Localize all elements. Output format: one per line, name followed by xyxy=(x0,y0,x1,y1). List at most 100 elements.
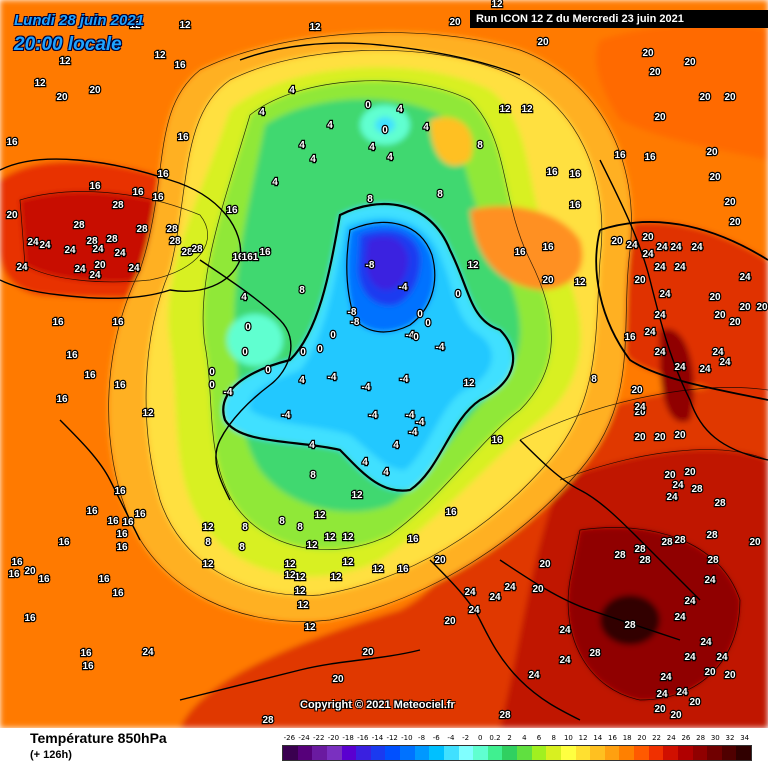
color-scale-swatch xyxy=(692,746,708,760)
temperature-value-label: -4 xyxy=(399,282,408,293)
temperature-value-label: 0 xyxy=(365,100,371,111)
temperature-value-label: 24 xyxy=(660,672,672,683)
temperature-value-label: -8 xyxy=(366,260,375,271)
run-info: Run ICON 12 Z du Mercredi 23 juin 2021 xyxy=(470,10,768,28)
color-scale-label: 22 xyxy=(652,734,661,742)
temperature-value-label: 20 xyxy=(537,37,549,48)
temperature-value-label: 20 xyxy=(739,302,751,313)
color-scale-swatch xyxy=(707,746,722,760)
color-scale-swatch xyxy=(283,746,298,760)
temperature-value-label: 20 xyxy=(684,57,696,68)
temperature-value-label: 16 xyxy=(114,380,126,391)
temperature-value-label: 24 xyxy=(27,237,39,248)
temperature-value-label: 28 xyxy=(691,484,703,495)
temperature-value-label: 24 xyxy=(626,240,638,251)
temperature-value-label: 16 xyxy=(134,509,146,520)
color-scale-label: 4 xyxy=(522,734,527,742)
color-scale-label: -12 xyxy=(386,734,398,742)
color-scale-swatch xyxy=(736,746,751,760)
color-scale-swatch xyxy=(429,746,444,760)
temperature-value-label: 20 xyxy=(749,537,761,548)
temperature-value-label: 20 xyxy=(664,470,676,481)
temperature-value-label: 16 xyxy=(66,350,78,361)
temperature-value-label: 16 xyxy=(52,317,64,328)
temperature-value-label: 28 xyxy=(112,200,124,211)
temperature-value-label: 20 xyxy=(94,260,106,271)
temperature-value-label: 0 xyxy=(382,125,388,136)
temperature-value-label: -8 xyxy=(351,317,360,328)
color-scale-label: -18 xyxy=(342,734,354,742)
temperature-value-label: 12 xyxy=(59,56,71,67)
color-scale-label: 34 xyxy=(740,734,750,742)
temperature-value-label: 16 xyxy=(624,332,636,343)
color-scale-label: -2 xyxy=(462,734,470,742)
color-scale-swatch xyxy=(634,746,649,760)
color-scale-label: -6 xyxy=(432,734,440,742)
color-scale-swatch xyxy=(414,746,430,760)
temperature-value-label: 16 xyxy=(174,60,186,71)
temperature-value-label: 24 xyxy=(674,612,686,623)
color-scale-swatch xyxy=(341,746,357,760)
temperature-value-label: -4 xyxy=(409,427,418,438)
temperature-value-label: 0 xyxy=(330,330,336,341)
temperature-value-label: 24 xyxy=(684,652,696,663)
temperature-value-label: 24 xyxy=(719,357,731,368)
temperature-value-label: 20 xyxy=(24,566,36,577)
temperature-value-label: 12 xyxy=(491,0,503,10)
color-scale-swatch xyxy=(458,746,474,760)
color-scale-label: -26 xyxy=(283,734,296,742)
temperature-value-label: 16 xyxy=(11,557,23,568)
temperature-value-label: 16 xyxy=(107,516,119,527)
temperature-value-label: 4 xyxy=(241,292,247,303)
temperature-value-label: 12 xyxy=(330,572,342,583)
temperature-value-label: 24 xyxy=(670,242,682,253)
lead-time: (+ 126h) xyxy=(30,749,72,761)
temperature-value-label: 12 xyxy=(34,78,46,89)
color-scale-label: 14 xyxy=(593,734,603,742)
temperature-value-label: 24 xyxy=(656,689,668,700)
temperature-value-label: 16 xyxy=(152,192,164,203)
temperature-value-label: 4 xyxy=(369,142,375,153)
temperature-value-label: 24 xyxy=(684,596,696,607)
temperature-value-label: 12 xyxy=(521,104,533,115)
color-scale-swatch xyxy=(370,746,386,760)
temperature-value-label: 28 xyxy=(706,530,718,541)
temperature-value-label: 24 xyxy=(672,480,684,491)
temperature-value-label: 24 xyxy=(504,582,516,593)
temperature-value-label: 16 xyxy=(177,132,189,143)
temperature-value-label: 20 xyxy=(542,275,554,286)
temperature-value-label: 24 xyxy=(700,637,712,648)
color-scale-swatch xyxy=(297,746,313,760)
temperature-value-label: 28 xyxy=(707,555,719,566)
temperature-value-label: 12 xyxy=(463,378,475,389)
temperature-value-label: 20 xyxy=(704,667,716,678)
temperature-value-label: -4 xyxy=(224,387,233,398)
temperature-value-label: 16 xyxy=(112,588,124,599)
temperature-value-label: -4 xyxy=(436,342,445,353)
temperature-value-label: 24 xyxy=(74,264,86,275)
temperature-value-label: 24 xyxy=(699,364,711,375)
temperature-value-label: 8 xyxy=(205,537,211,548)
temperature-value-label: 0 xyxy=(265,365,271,376)
temperature-value-label: 20 xyxy=(634,275,646,286)
color-scale-label: 30 xyxy=(710,734,720,742)
color-scale-swatch xyxy=(326,746,342,760)
temperature-value-label: 12 xyxy=(154,50,166,61)
temperature-value-label: 24 xyxy=(92,244,104,255)
temperature-value-label: 16 xyxy=(259,247,271,258)
temperature-value-label: 28 xyxy=(714,498,726,509)
temperature-value-label: -4 xyxy=(406,410,415,421)
temperature-value-label: 20 xyxy=(729,317,741,328)
temperature-value-label: 20 xyxy=(56,92,68,103)
temperature-value-label: 16 xyxy=(445,507,457,518)
temperature-value-label: 20 xyxy=(444,616,456,627)
color-scale-label: -14 xyxy=(371,734,384,742)
color-scale-label: -10 xyxy=(401,734,413,742)
temperature-value-label: 16 xyxy=(122,517,134,528)
temperature-value-label: 12 xyxy=(324,532,336,543)
temperature-value-label: 12 xyxy=(342,557,354,568)
temperature-value-label: 28 xyxy=(181,247,193,258)
temperature-value-label: 20 xyxy=(654,112,666,123)
temperature-value-label: 8 xyxy=(310,470,316,481)
